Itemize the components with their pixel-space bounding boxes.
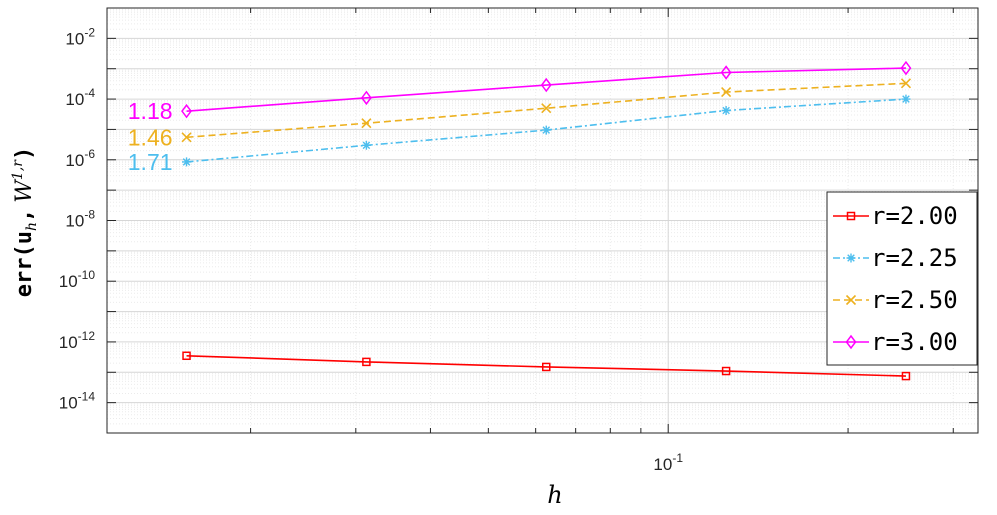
legend-marker [846,253,856,263]
y-label-prefix: err( [12,244,37,297]
y-tick-base: 10 [65,151,84,170]
y-tick-exponent: -14 [78,390,96,404]
rate-label: 1.71 [128,149,173,175]
y-tick-base: 10 [59,394,78,413]
data-point [540,77,552,93]
y-axis-label: err(uh, W1,r) [10,147,40,297]
series-r=2.00 [182,351,911,381]
y-tick-label: 10-14 [59,390,96,413]
y-tick-base: 10 [65,29,84,48]
data-point [541,125,551,135]
series-line [186,67,906,112]
data-point [541,103,552,114]
y-tick-label: 10-10 [59,268,96,291]
data-point [182,351,191,361]
data-point [901,371,911,381]
data-point [361,118,372,129]
data-point [360,90,372,106]
legend-marker [846,211,856,221]
y-tick-exponent: -6 [84,147,95,161]
minor-grid [107,8,978,433]
y-label-w: W [12,178,37,203]
x-tick-label: 10-1 [653,451,683,474]
y-tick-base: 10 [59,272,78,291]
y-tick-label: 10-8 [65,208,95,231]
y-label-w-sup: 1,r [10,159,26,180]
series-line [186,354,906,377]
data-point [181,103,192,119]
y-tick-base: 10 [59,333,78,352]
y-tick-label: 10-12 [59,329,96,352]
x-tick-exponent: -1 [672,451,683,465]
data-point [901,94,911,104]
y-tick-exponent: -12 [78,329,96,343]
data-point [362,357,371,367]
y-tick-exponent: -10 [78,268,96,282]
data-point [361,140,371,150]
rate-label: 1.46 [128,124,173,150]
data-point [720,65,732,80]
legend-label: r=2.00 [871,202,958,230]
y-tick-base: 10 [65,90,84,109]
data-point [721,366,731,376]
legend-marker [845,294,857,306]
y-tick-label: 10-2 [65,25,95,48]
rate-label: 1.18 [128,98,173,124]
y-label-suffix: ) [12,147,37,160]
y-label-u: u [12,231,37,244]
data-point [541,362,551,372]
series-layer [181,60,912,381]
y-tick-label: 10-6 [65,147,95,170]
y-label-u-sub: h [24,222,40,231]
y-tick-base: 10 [65,212,84,231]
legend-marker [845,334,857,350]
rate-labels: 1.181.461.71 [128,98,173,175]
legend-label: r=2.50 [871,286,958,314]
series-r=2.50 [181,78,912,143]
y-tick-exponent: -2 [84,25,95,39]
data-point [900,78,912,89]
legend-label: r=3.00 [871,328,958,356]
legend: r=2.00 r=2.25 r=2.50 r=3.00 [826,191,978,366]
x-tick-base: 10 [653,455,672,474]
y-tick-label: 10-4 [65,86,95,109]
x-axis-label: h [547,481,562,509]
data-point [721,106,731,116]
y-tick-exponent: -8 [84,208,95,222]
y-tick-exponent: -4 [84,86,95,100]
data-point [181,132,192,143]
series-r=2.25 [182,94,911,167]
data-point [900,60,912,76]
data-point [721,87,732,98]
series-r=3.00 [181,60,912,119]
legend-label: r=2.25 [871,244,958,272]
data-point [182,157,192,167]
y-label-sep: , [12,209,37,222]
